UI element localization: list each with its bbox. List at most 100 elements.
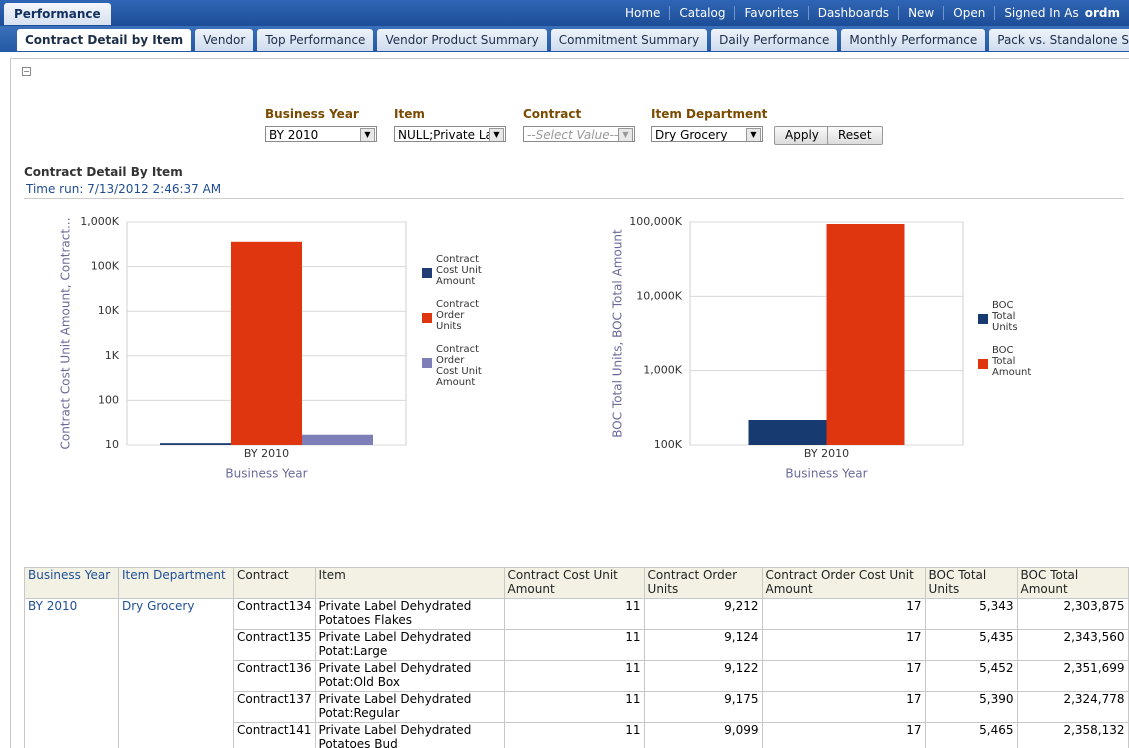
charts: 10 100 1K 10K 100K 1,000K BY 2010 Business Year… bbox=[59, 215, 964, 481]
filter-select[interactable]: NULL;Private Lab bbox=[394, 126, 506, 142]
y-axis-label: BOC Total Units, BOC Total Amount bbox=[611, 229, 625, 438]
number-cell: 17 bbox=[761, 691, 926, 723]
y-tick-label: 10 bbox=[105, 438, 119, 451]
tab[interactable]: Vendor Product Summary bbox=[377, 29, 547, 51]
tab[interactable]: Contract Detail by Item bbox=[17, 29, 192, 51]
data-table: Business Year Item Department Contract Item… bbox=[24, 567, 1129, 748]
number-cell: 5,452 bbox=[924, 660, 1018, 692]
number-cell: 17 bbox=[761, 722, 926, 748]
report-title: Contract Detail By Item bbox=[24, 165, 183, 179]
y-tick-label: 100K bbox=[654, 438, 683, 451]
number-cell: 17 bbox=[761, 598, 926, 630]
text-cell: Private Label Dehydrated Potat:Large bbox=[314, 629, 505, 661]
number-cell: 11 bbox=[503, 660, 645, 692]
number-cell: 9,124 bbox=[643, 629, 763, 661]
y-tick-label: 100K bbox=[91, 260, 120, 273]
content-frame bbox=[10, 58, 1129, 748]
collapse-toggle[interactable]: − bbox=[22, 67, 31, 76]
apply-button[interactable]: Apply bbox=[774, 126, 830, 145]
column-header: Contract Cost Unit Amount bbox=[503, 567, 645, 599]
nav-link[interactable]: Favorites bbox=[734, 6, 807, 20]
nav-link[interactable]: Open bbox=[943, 6, 994, 20]
x-axis-label: Business Year bbox=[225, 467, 307, 481]
legend-swatch bbox=[422, 358, 432, 368]
nav-link[interactable]: Catalog bbox=[669, 6, 734, 20]
column-header: BOC Total Units bbox=[924, 567, 1018, 599]
y-tick-label: 10K bbox=[98, 304, 120, 317]
legend-label: BOC Total Units bbox=[992, 300, 1018, 333]
nav: Home Catalog Favorites Dashboards New Open Sig… bbox=[616, 0, 1129, 26]
nav-link[interactable]: New bbox=[898, 6, 943, 20]
text-cell: Contract136 bbox=[233, 660, 316, 692]
tab[interactable]: Monthly Performance bbox=[841, 29, 986, 51]
y-tick-label: 1,000K bbox=[80, 215, 119, 228]
user-name[interactable]: ordm bbox=[1084, 6, 1120, 20]
legend-label: BOC Total Amount bbox=[992, 345, 1032, 378]
number-cell: 5,465 bbox=[924, 722, 1018, 748]
column-header[interactable]: Item Department bbox=[118, 567, 234, 599]
signed-in-label: Signed In As bbox=[1004, 6, 1079, 20]
legend-swatch bbox=[978, 314, 988, 324]
filter-label: Contract bbox=[523, 107, 582, 121]
number-cell: 2,351,699 bbox=[1016, 660, 1129, 692]
number-cell: 17 bbox=[761, 629, 926, 661]
bar bbox=[826, 223, 905, 445]
number-cell: 9,212 bbox=[643, 598, 763, 630]
x-tick-label: BY 2010 bbox=[804, 447, 849, 460]
business-year-cell[interactable]: BY 2010 bbox=[24, 598, 119, 748]
legend: Contract Cost Unit Amount Contract Order … bbox=[422, 254, 484, 388]
nav-link[interactable]: Home bbox=[624, 6, 661, 20]
filter-select[interactable]: --Select Value-- bbox=[523, 126, 635, 142]
filter-select[interactable]: Dry Grocery bbox=[651, 126, 763, 142]
y-tick-label: 100,000K bbox=[629, 215, 682, 228]
nav-link[interactable]: Dashboards bbox=[807, 6, 898, 20]
legend-entry: Contract Order Units bbox=[422, 299, 484, 332]
filter-label: Business Year bbox=[265, 107, 359, 121]
filter-label: Item Department bbox=[651, 107, 768, 121]
reset-button[interactable]: Reset bbox=[827, 126, 883, 145]
bar bbox=[748, 419, 827, 445]
column-header: BOC Total Amount bbox=[1016, 567, 1129, 599]
tab[interactable]: Top Performance bbox=[257, 29, 374, 51]
y-tick-label: 1K bbox=[105, 349, 120, 362]
text-cell: Contract141 bbox=[233, 722, 316, 748]
number-cell: 2,358,132 bbox=[1016, 722, 1129, 748]
table-row: Contract141 Private Label Dehydrated Pota… bbox=[25, 722, 1129, 748]
tab-bar: Contract Detail by Item Vendor Top Perform… bbox=[0, 26, 1129, 52]
number-cell: 5,435 bbox=[924, 629, 1018, 661]
number-cell: 5,343 bbox=[924, 598, 1018, 630]
number-cell: 11 bbox=[503, 629, 645, 661]
signed-in: Signed In As ordm bbox=[994, 6, 1129, 20]
number-cell: 2,303,875 bbox=[1016, 598, 1129, 630]
text-cell: Contract137 bbox=[233, 691, 316, 723]
item-department-cell[interactable]: Dry Grocery bbox=[118, 598, 234, 748]
column-header[interactable]: Business Year bbox=[24, 567, 119, 599]
y-tick-label: 10,000K bbox=[636, 289, 682, 302]
number-cell: 11 bbox=[503, 722, 645, 748]
top-bar: Performance Home Catalog Favorites Dashboar… bbox=[0, 0, 1129, 26]
tab[interactable]: Commitment Summary bbox=[550, 29, 708, 51]
legend-swatch bbox=[978, 359, 988, 369]
column-header: Contract bbox=[233, 567, 316, 599]
tab[interactable]: Pack vs. Standalone S bbox=[989, 29, 1129, 51]
legend-entry: Contract Order Cost Unit Amount bbox=[422, 344, 484, 388]
legend-swatch bbox=[422, 313, 432, 323]
x-axis-label: Business Year bbox=[785, 467, 867, 481]
number-cell: 11 bbox=[503, 598, 645, 630]
x-tick-label: BY 2010 bbox=[244, 447, 289, 460]
number-cell: 2,343,560 bbox=[1016, 629, 1129, 661]
legend-swatch bbox=[422, 268, 432, 278]
divider bbox=[24, 198, 1124, 199]
legend: BOC Total Units BOC Total Amount bbox=[978, 300, 1040, 378]
number-cell: 2,324,778 bbox=[1016, 691, 1129, 723]
app-title[interactable]: Performance bbox=[4, 3, 111, 25]
filter-label: Item bbox=[394, 107, 425, 121]
filter-select[interactable]: BY 2010 bbox=[265, 126, 377, 142]
legend-entry: Contract Cost Unit Amount bbox=[422, 254, 484, 287]
legend-label: Contract Cost Unit Amount bbox=[436, 254, 482, 287]
column-header: Contract Order Cost Unit Amount bbox=[761, 567, 926, 599]
time-run: Time run: 7/13/2012 2:46:37 AM bbox=[26, 182, 222, 196]
tab[interactable]: Vendor bbox=[195, 29, 254, 51]
tab[interactable]: Daily Performance bbox=[711, 29, 838, 51]
text-cell: Private Label Dehydrated Potat:Regular bbox=[314, 691, 505, 723]
